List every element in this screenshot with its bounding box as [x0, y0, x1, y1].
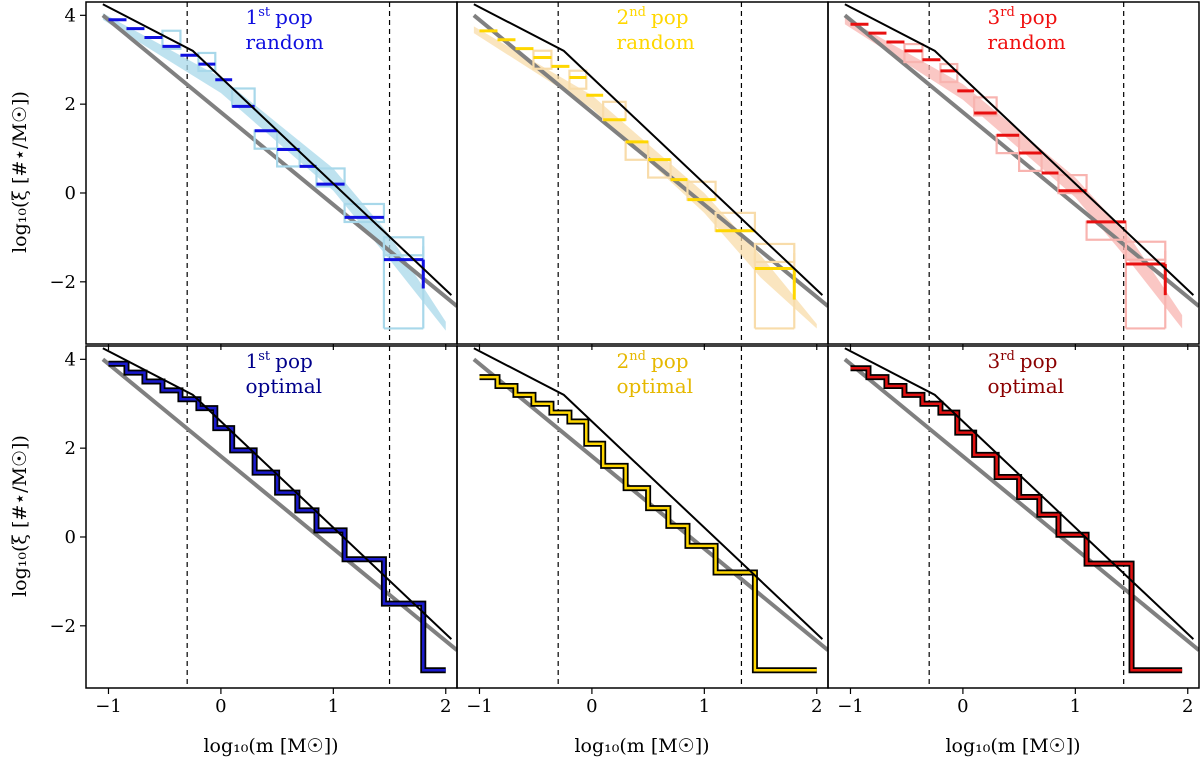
panel-label-word-optimal-1: pop — [275, 349, 313, 373]
y-tick-label-random-1-0: 0 — [65, 183, 76, 204]
panel-label-word-random-1: pop — [275, 5, 313, 29]
black-reference-line-random-3 — [844, 3, 1195, 296]
panel-label-line1-optimal-3: 3rd pop — [988, 349, 1058, 373]
panel-frame-optimal-3 — [827, 345, 1200, 689]
gray-reference-line-random-3 — [843, 13, 1199, 308]
panel-label-mode-optimal-1: optimal — [246, 374, 323, 398]
uncertainty-band-random-2 — [473, 26, 817, 329]
panel-optimal-1 — [101, 346, 457, 688]
black-reference-line-optimal-1 — [102, 347, 453, 640]
panel-label-line1-optimal-2: 2nd pop — [617, 349, 689, 373]
staircase-optimal-3 — [850, 366, 1183, 672]
panel-label-sup-random-3: rd — [1000, 5, 1015, 20]
x-tick-label-optimal-1-1: 1 — [328, 696, 339, 717]
y-tick-label-random-1--2: −2 — [49, 272, 76, 293]
staircase-optimal-1 — [108, 362, 446, 672]
y-tick-label-optimal-1-2: 2 — [65, 438, 76, 459]
panel-label-line1-random-3: 3rd pop — [988, 5, 1058, 29]
panel-label-mode-random-2: random — [617, 30, 695, 54]
panel-label-word-random-2: pop — [651, 5, 689, 29]
gray-reference-line-random-1 — [101, 13, 457, 308]
x-axis-label-col1: log₁₀(m [M☉]) — [203, 735, 338, 757]
black-reference-line-optimal-2 — [473, 347, 824, 640]
panel-label-sup-optimal-1: st — [258, 349, 271, 364]
uncertainty-band-random-3 — [844, 17, 1183, 329]
staircase-outline-optimal-1 — [108, 360, 446, 674]
x-axis-label-col2: log₁₀(m [M☉]) — [574, 735, 709, 757]
light-step-random-1-0 — [161, 29, 182, 50]
light-step-random-2-1 — [568, 69, 588, 90]
x-tick-label-optimal-3-0: 0 — [957, 696, 968, 717]
light-step-random-1-6 — [343, 202, 386, 224]
axis-ticks: −2 0 2 4 −1 0 1 2 −2 0 2 4 −1 0 1 2 −1 0 1 2 — [49, 5, 1193, 717]
panel-label-mode-random-1: random — [246, 30, 324, 54]
gray-reference-line-optimal-3 — [843, 357, 1199, 652]
x-tick-label-optimal-3-1: 1 — [1070, 696, 1081, 717]
x-axis-label-col3: log₁₀(m [M☉]) — [945, 735, 1080, 757]
staircase-optimal-2 — [479, 375, 817, 672]
figure-frame — [85, 1, 1200, 689]
panel-optimal-3 — [843, 346, 1199, 688]
panel-label-sup-optimal-3: rd — [1000, 349, 1015, 364]
panel-optimal-2 — [472, 346, 828, 688]
x-tick-label-optimal-2-2: 2 — [811, 696, 822, 717]
light-step-random-3-5 — [1057, 174, 1088, 195]
panel-random-2 — [472, 2, 828, 344]
panel-label-line1-random-2: 2nd pop — [617, 5, 689, 29]
panel-label-word-optimal-2: pop — [651, 349, 689, 373]
panel-label-number-optimal-2: 2 — [617, 349, 630, 373]
x-tick-label-optimal-1--1: −1 — [95, 696, 122, 717]
panel-label-line1-optimal-1: 1st pop — [246, 349, 313, 373]
panel-label-number-random-2: 2 — [617, 5, 630, 29]
y-tick-label-optimal-1--2: −2 — [49, 616, 76, 637]
light-step-random-2-0 — [532, 49, 553, 70]
y-axis-label-row1: log₁₀(ξ [#⋆/M☉]) — [9, 91, 31, 253]
panel-label-mode-random-3: random — [988, 30, 1066, 54]
black-reference-line-random-1 — [102, 3, 453, 296]
panel-label-word-optimal-3: pop — [1020, 349, 1058, 373]
light-step-random-3-0 — [903, 42, 924, 64]
y-tick-label-random-1-2: 2 — [65, 94, 76, 115]
panel-label-word-random-3: pop — [1020, 5, 1058, 29]
x-tick-label-optimal-3--1: −1 — [837, 696, 864, 717]
y-tick-label-optimal-1-4: 4 — [65, 349, 76, 370]
x-tick-label-optimal-1-2: 2 — [440, 696, 451, 717]
x-tick-label-optimal-2--1: −1 — [466, 696, 493, 717]
panel-label-sup-optimal-2: nd — [629, 349, 646, 364]
panel-label-number-random-3: 3 — [988, 5, 1001, 29]
panel-label-line1-random-1: 1st pop — [246, 5, 313, 29]
panel-label-sup-random-2: nd — [629, 5, 646, 20]
panel-label-number-random-1: 1 — [246, 5, 259, 29]
panel-label-number-optimal-1: 1 — [246, 349, 259, 373]
panel-label-mode-optimal-2: optimal — [617, 374, 694, 398]
y-tick-label-random-1-4: 4 — [65, 5, 76, 26]
x-tick-label-optimal-2-0: 0 — [586, 696, 597, 717]
panel-random-1 — [101, 2, 457, 344]
x-tick-label-optimal-2-1: 1 — [699, 696, 710, 717]
panel-frame-random-3 — [827, 1, 1200, 345]
panel-label-sup-random-1: st — [258, 5, 271, 20]
panel-label-number-optimal-3: 3 — [988, 349, 1001, 373]
x-tick-label-optimal-3-2: 2 — [1182, 696, 1193, 717]
black-reference-line-optimal-3 — [844, 347, 1195, 640]
panel-label-mode-optimal-3: optimal — [988, 374, 1065, 398]
black-reference-line-random-2 — [473, 3, 824, 296]
light-step-random-1-5 — [315, 167, 346, 188]
staircase-outline-optimal-2 — [479, 374, 817, 674]
panel-random-3 — [843, 2, 1199, 344]
x-tick-label-optimal-1-0: 0 — [215, 696, 226, 717]
y-axis-label-row2: log₁₀(ξ [#⋆/M☉]) — [9, 435, 31, 597]
y-tick-label-optimal-1-0: 0 — [65, 527, 76, 548]
light-step-random-1-1 — [197, 51, 217, 73]
uncertainty-band-random-1 — [102, 13, 446, 331]
